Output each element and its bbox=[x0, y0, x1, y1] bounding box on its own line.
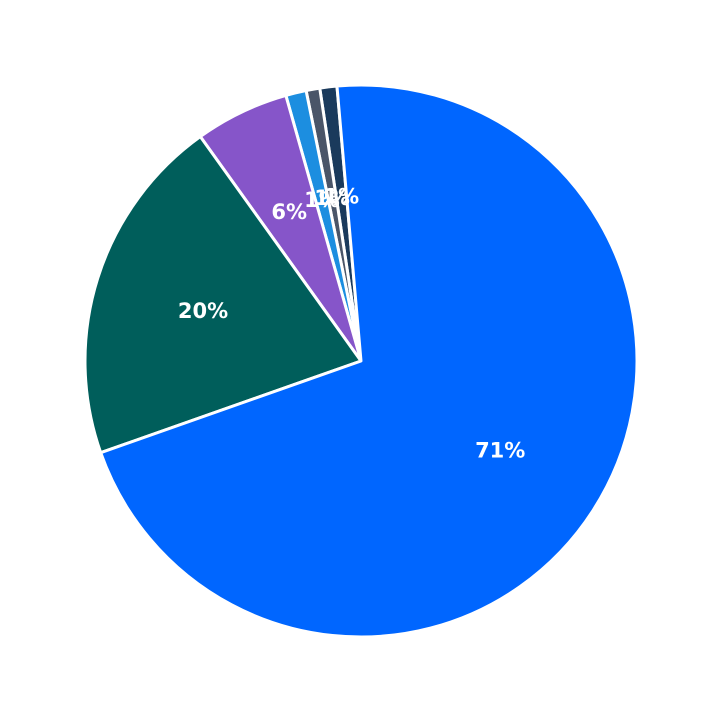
pie-slice-5 bbox=[99, 83, 639, 639]
pie-slices bbox=[83, 83, 639, 639]
pie-slice-label-3: 6% bbox=[271, 200, 307, 224]
pie-slice-4 bbox=[83, 135, 363, 455]
pie-labels: 1%1%1%6%20%71% bbox=[178, 185, 525, 463]
pie-slice-label-1: 1% bbox=[314, 186, 350, 210]
pie-slice-label-2: 1% bbox=[304, 188, 340, 212]
pie-slice-label-5: 71% bbox=[475, 439, 525, 463]
pie-slice-label-4: 20% bbox=[178, 299, 228, 323]
pie-slice-label-0: 1% bbox=[324, 185, 360, 209]
